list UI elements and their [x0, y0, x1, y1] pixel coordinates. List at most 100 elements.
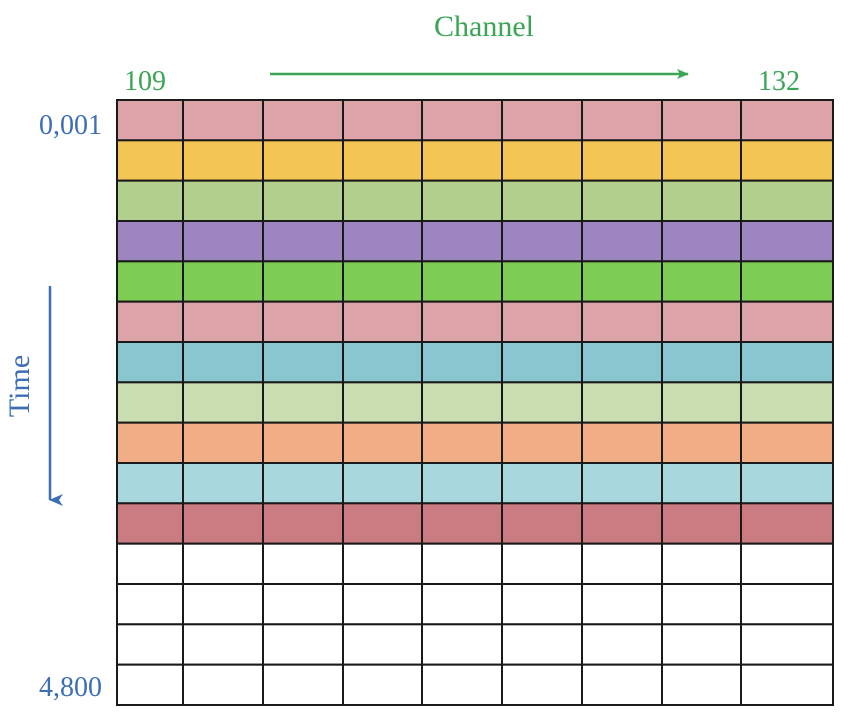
grid-cell — [342, 139, 423, 182]
grid-cell — [182, 421, 264, 464]
grid-cell — [740, 341, 834, 384]
grid-cell — [342, 502, 423, 545]
grid-cell — [661, 139, 742, 182]
grid-cell — [421, 341, 503, 384]
grid-cell — [262, 381, 344, 424]
grid-cell — [262, 542, 344, 586]
grid-cell — [740, 260, 834, 303]
grid-cell — [262, 341, 344, 384]
grid-cell — [581, 300, 663, 343]
time-axis-title: Time — [3, 355, 36, 417]
grid-cell — [262, 260, 344, 303]
grid-cell — [182, 139, 264, 182]
grid-cell — [116, 341, 184, 384]
grid-cell — [661, 462, 742, 505]
grid-cell — [661, 542, 742, 586]
grid-cell — [581, 421, 663, 464]
grid-cell — [116, 220, 184, 263]
time-start-label: 0,001 — [39, 110, 102, 141]
grid-cell — [661, 300, 742, 343]
grid-cell — [501, 502, 583, 545]
grid-cell — [342, 220, 423, 263]
grid-cell — [342, 542, 423, 586]
grid-cell — [116, 381, 184, 424]
grid-cell — [661, 381, 742, 424]
grid-cell — [342, 663, 423, 707]
grid-cell — [116, 502, 184, 545]
grid-cell — [182, 300, 264, 343]
grid-cell — [740, 220, 834, 263]
grid-cell — [661, 421, 742, 464]
grid-cell — [421, 623, 503, 666]
grid-cell — [342, 260, 423, 303]
grid-cell — [116, 542, 184, 586]
grid-cell — [421, 421, 503, 464]
grid-cell — [342, 300, 423, 343]
grid-cell — [262, 583, 344, 626]
grid-cell — [501, 260, 583, 303]
grid-cell — [661, 583, 742, 626]
grid-cell — [116, 300, 184, 343]
channel-end-label: 132 — [758, 66, 800, 97]
time-end-label: 4,800 — [39, 672, 102, 703]
grid-cell — [421, 139, 503, 182]
grid-cell — [116, 139, 184, 182]
grid-cell — [421, 583, 503, 626]
grid-cell — [501, 623, 583, 666]
grid-cell — [182, 462, 264, 505]
grid-cell — [342, 623, 423, 666]
grid-cell — [581, 462, 663, 505]
grid-cell — [581, 179, 663, 223]
grid-cell — [501, 583, 583, 626]
grid-cell — [262, 99, 344, 142]
grid-cell — [740, 381, 834, 424]
grid-cell — [182, 99, 264, 142]
grid-cell — [342, 179, 423, 223]
grid-cell — [581, 99, 663, 142]
grid-cell — [182, 179, 264, 223]
grid-cell — [342, 421, 423, 464]
grid-cell — [421, 260, 503, 303]
grid-cell — [182, 381, 264, 424]
grid-cell — [740, 542, 834, 586]
grid-cell — [342, 583, 423, 626]
grid-cell — [421, 220, 503, 263]
grid-cell — [342, 99, 423, 142]
grid-cell — [661, 663, 742, 707]
grid-cell — [740, 421, 834, 464]
grid-cell — [581, 260, 663, 303]
grid-cell — [262, 300, 344, 343]
grid-cell — [501, 381, 583, 424]
grid-cell — [262, 139, 344, 182]
grid-cell — [501, 462, 583, 505]
grid-cell — [740, 139, 834, 182]
grid-cell — [581, 341, 663, 384]
grid-cell — [740, 462, 834, 505]
grid-cell — [740, 663, 834, 707]
grid-cell — [581, 623, 663, 666]
grid-cell — [116, 260, 184, 303]
grid-cell — [421, 99, 503, 142]
grid-cell — [501, 99, 583, 142]
grid-cell — [182, 663, 264, 707]
grid-cell — [501, 341, 583, 384]
grid-cell — [740, 99, 834, 142]
grid-cell — [116, 623, 184, 666]
grid-cell — [116, 421, 184, 464]
grid-cell — [421, 179, 503, 223]
grid-cell — [740, 300, 834, 343]
grid-cell — [116, 583, 184, 626]
grid-cell — [501, 663, 583, 707]
grid-cell — [501, 542, 583, 586]
grid-cell — [501, 300, 583, 343]
grid-cell — [661, 502, 742, 545]
grid-cell — [421, 381, 503, 424]
grid-cell — [182, 623, 264, 666]
grid-cell — [581, 583, 663, 626]
grid-cell — [581, 663, 663, 707]
grid-cell — [581, 381, 663, 424]
grid-cell — [421, 462, 503, 505]
grid-cell — [581, 542, 663, 586]
grid-cell — [740, 179, 834, 223]
grid-cell — [182, 220, 264, 263]
